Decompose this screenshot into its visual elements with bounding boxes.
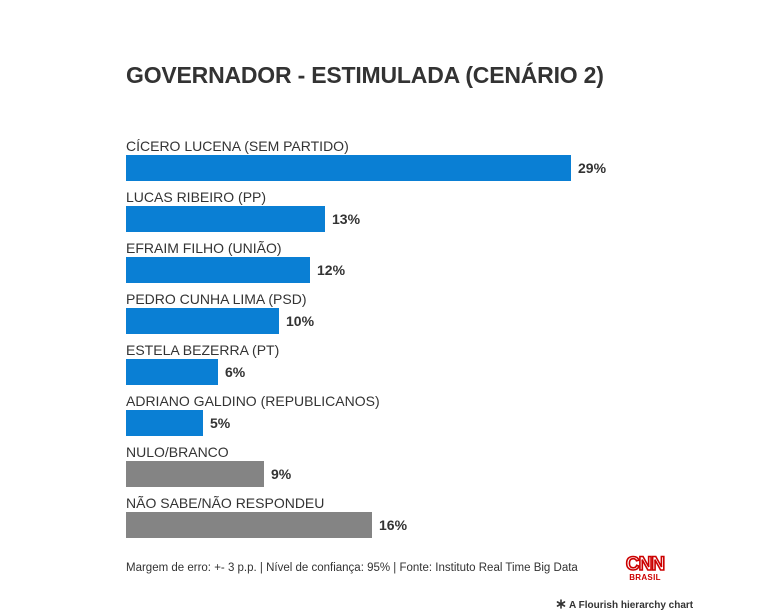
bar-line: 12% — [126, 257, 345, 283]
page-title: GOVERNADOR - ESTIMULADA (CENÁRIO 2) — [126, 62, 604, 88]
bar-row: LUCAS RIBEIRO (PP) 13% — [126, 187, 666, 238]
svg-text:CNN: CNN — [626, 554, 664, 574]
bar-line: 16% — [126, 512, 407, 538]
bar-row: CÍCERO LUCENA (SEM PARTIDO) 29% — [126, 136, 666, 187]
bar-line: 10% — [126, 308, 314, 334]
flourish-credit-link[interactable]: A Flourish hierarchy chart — [556, 599, 693, 611]
bar-line: 5% — [126, 410, 230, 436]
bar-value-label: 13% — [332, 211, 361, 227]
bar-category-label: EFRAIM FILHO (UNIÃO) — [126, 240, 282, 256]
flourish-credit-text: A Flourish hierarchy chart — [569, 600, 694, 611]
bar-chart: CÍCERO LUCENA (SEM PARTIDO) 29% LUCAS RIBE… — [126, 136, 666, 544]
bar-value-label: 12% — [317, 262, 346, 278]
bar-value-label: 6% — [225, 364, 246, 380]
bar-row: PEDRO CUNHA LIMA (PSD) 10% — [126, 289, 666, 340]
flourish-icon — [556, 599, 566, 609]
bar-row: ADRIANO GALDINO (REPUBLICANOS) 5% — [126, 391, 666, 442]
bar-value-label: 16% — [379, 517, 408, 533]
bar — [126, 359, 218, 385]
bar-line: 9% — [126, 461, 291, 487]
bar-category-label: LUCAS RIBEIRO (PP) — [126, 189, 267, 205]
bar-category-label: CÍCERO LUCENA (SEM PARTIDO) — [126, 138, 349, 154]
bar — [126, 512, 372, 538]
bar-category-label: PEDRO CUNHA LIMA (PSD) — [126, 291, 307, 307]
bar-category-label: ADRIANO GALDINO (REPUBLICANOS) — [126, 393, 380, 409]
bar — [126, 206, 325, 232]
bar — [126, 257, 310, 283]
bar-row: ESTELA BEZERRA (PT) 6% — [126, 340, 666, 391]
bar — [126, 308, 279, 334]
bar-row: EFRAIM FILHO (UNIÃO) 12% — [126, 238, 666, 289]
bar-category-label: NULO/BRANCO — [126, 444, 229, 460]
cnn-brasil-logo: CNN BRASIL — [624, 552, 666, 584]
bar-value-label: 5% — [210, 415, 231, 431]
cnn-logo-icon: CNN — [625, 553, 666, 574]
bar — [126, 155, 571, 181]
bar-value-label: 29% — [578, 160, 607, 176]
bar — [126, 410, 203, 436]
cnn-logo-subtext: BRASIL — [629, 573, 661, 582]
bar-value-label: 10% — [286, 313, 315, 329]
bar-row: NÃO SABE/NÃO RESPONDEU 16% — [126, 493, 666, 544]
bar-line: 29% — [126, 155, 606, 181]
bar — [126, 461, 264, 487]
bar-category-label: ESTELA BEZERRA (PT) — [126, 342, 280, 358]
bar-row: NULO/BRANCO 9% — [126, 442, 666, 493]
bar-line: 13% — [126, 206, 360, 232]
footer-note: Margem de erro: +- 3 p.p. | Nível de con… — [126, 562, 578, 574]
bar-line: 6% — [126, 359, 245, 385]
bar-category-label: NÃO SABE/NÃO RESPONDEU — [126, 495, 325, 511]
bar-value-label: 9% — [271, 466, 292, 482]
